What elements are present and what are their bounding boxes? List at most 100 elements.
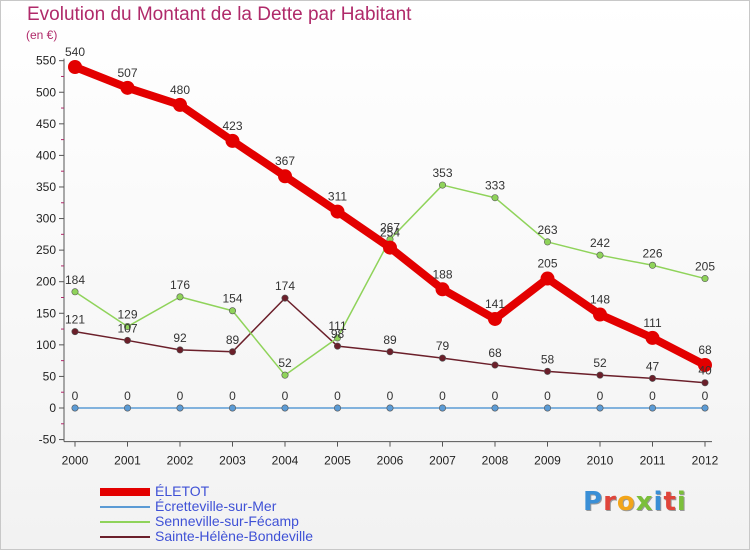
data-point	[71, 288, 79, 296]
y-tick-label: 250	[36, 243, 56, 257]
data-point	[330, 204, 345, 219]
data-point	[648, 404, 656, 412]
data-point	[543, 238, 551, 246]
data-label: 0	[334, 389, 341, 403]
legend-swatch	[100, 521, 150, 523]
legend-label: Sainte-Hélène-Bondeville	[155, 528, 313, 544]
data-label: 0	[124, 389, 131, 403]
data-label: 40	[698, 364, 712, 378]
legend-swatch	[100, 506, 150, 508]
data-label: 52	[593, 356, 607, 370]
data-label: 242	[590, 236, 610, 250]
data-point	[438, 181, 446, 189]
data-point	[176, 293, 184, 301]
x-tick-label: 2006	[377, 454, 404, 468]
data-label: 176	[170, 278, 190, 292]
y-tick-label: 100	[36, 338, 56, 352]
data-point	[540, 271, 555, 286]
data-label: 0	[387, 389, 394, 403]
data-point	[701, 275, 709, 283]
logo-letter: t	[663, 487, 677, 517]
data-point	[68, 59, 82, 74]
data-label: 154	[222, 292, 242, 306]
chart-title: Evolution du Montant de la Dette par Hab…	[27, 4, 412, 25]
data-label: 0	[649, 389, 656, 403]
data-label: 68	[488, 346, 502, 360]
legend-swatch	[100, 488, 150, 496]
data-point	[173, 97, 187, 112]
data-label: 47	[646, 359, 660, 373]
data-point	[229, 404, 237, 412]
data-point	[491, 361, 499, 369]
data-point	[488, 311, 502, 326]
y-tick-label: 400	[36, 148, 56, 162]
data-label: 111	[643, 316, 662, 330]
data-point	[120, 80, 135, 95]
data-label: 129	[117, 308, 137, 322]
data-point	[491, 194, 499, 202]
data-point	[124, 404, 132, 412]
data-point	[176, 346, 184, 354]
y-tick-label: 450	[36, 117, 56, 131]
data-label: 141	[485, 297, 505, 311]
data-label: 0	[544, 389, 551, 403]
data-point	[278, 169, 292, 184]
logo-letter: i	[653, 487, 664, 517]
data-label: 540	[65, 45, 85, 59]
x-tick-label: 2004	[272, 454, 299, 468]
data-point	[333, 334, 341, 342]
data-label: 0	[229, 389, 236, 403]
data-point	[491, 404, 499, 412]
data-label: 0	[72, 389, 79, 403]
data-label: 0	[177, 389, 184, 403]
data-point	[225, 133, 240, 148]
x-tick-label: 2010	[587, 454, 614, 468]
data-point	[438, 354, 446, 362]
unit-label: (en €)	[26, 28, 58, 42]
data-point	[71, 328, 79, 336]
logo-letter: x	[635, 487, 654, 517]
data-label: 89	[226, 333, 240, 347]
x-tick-label: 2008	[482, 454, 509, 468]
data-point	[281, 294, 289, 302]
data-point	[124, 323, 132, 331]
data-label: 174	[275, 279, 295, 293]
y-tick-label: 350	[36, 180, 56, 194]
data-point	[176, 404, 184, 412]
data-label: 0	[702, 389, 709, 403]
data-point	[645, 330, 660, 345]
x-tick-label: 2009	[534, 454, 561, 468]
logo-letter: r	[603, 487, 617, 517]
y-tick-label: 150	[36, 306, 56, 320]
data-point	[333, 342, 341, 350]
data-point	[701, 379, 709, 387]
data-label: 507	[117, 66, 137, 80]
data-label: 263	[537, 223, 557, 237]
data-point	[281, 404, 289, 412]
data-label: 311	[328, 190, 347, 204]
data-label: 367	[275, 154, 295, 168]
legend-swatch	[100, 536, 150, 538]
data-label: 79	[436, 339, 450, 353]
x-tick-label: 2012	[692, 454, 719, 468]
x-tick-label: 2007	[429, 454, 456, 468]
y-tick-label: 550	[36, 54, 56, 68]
y-tick-label: 200	[36, 275, 56, 289]
y-tick-label: 0	[49, 401, 56, 415]
data-point	[596, 251, 604, 259]
data-point	[596, 404, 604, 412]
data-point	[386, 348, 394, 356]
data-point	[435, 282, 450, 297]
proxiti-logo: Proxiti	[583, 487, 687, 517]
data-point	[698, 358, 712, 373]
data-point	[281, 371, 289, 379]
data-label: 58	[541, 352, 555, 366]
x-tick-label: 2005	[324, 454, 351, 468]
legend-label: Senneville-sur-Fécamp	[155, 513, 299, 529]
series-line	[71, 62, 709, 370]
data-label: 107	[117, 321, 137, 335]
x-tick-label: 2001	[114, 454, 141, 468]
data-label: 0	[597, 389, 604, 403]
y-tick-label: 50	[43, 369, 57, 383]
